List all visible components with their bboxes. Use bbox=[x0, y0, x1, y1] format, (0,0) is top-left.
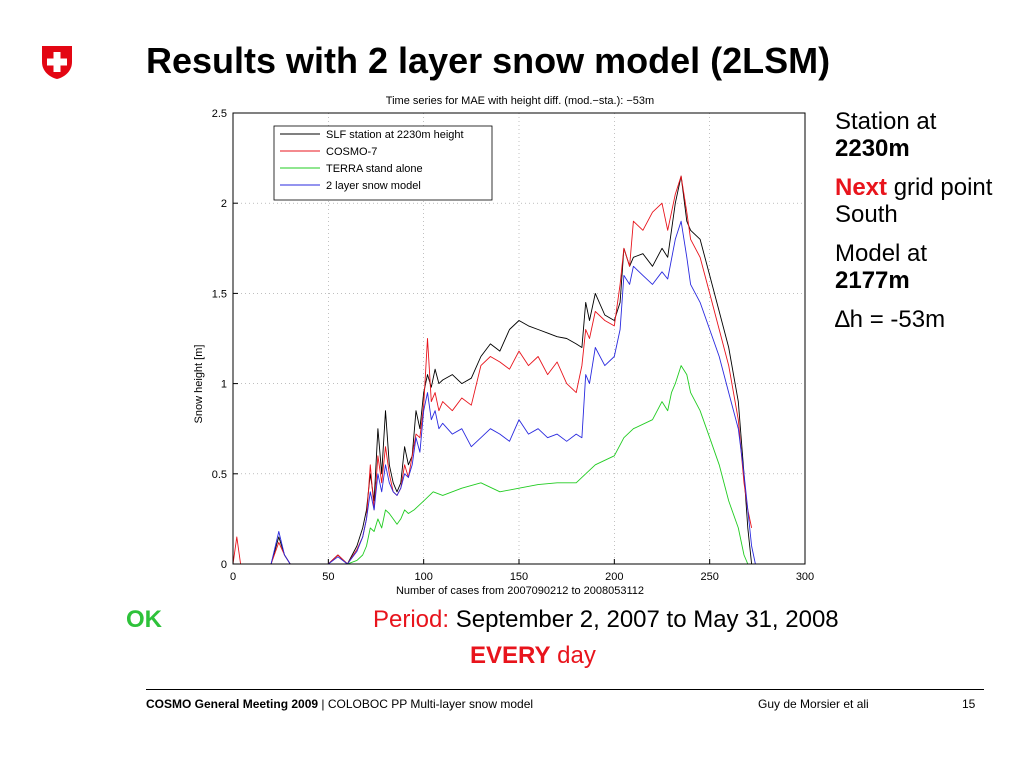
series-line-2-layer-snow-model bbox=[233, 220, 756, 565]
x-tick-label: 150 bbox=[510, 571, 528, 583]
series-line-slf-station-at-2230m-height bbox=[233, 175, 753, 565]
x-axis-label: Number of cases from 2007090212 to 20080… bbox=[396, 585, 644, 597]
every-day-line: EVERY day bbox=[470, 642, 596, 670]
period-label: Period: bbox=[373, 606, 450, 633]
y-tick-label: 1 bbox=[221, 379, 227, 391]
y-tick-label: 2 bbox=[221, 198, 227, 210]
day-word: day bbox=[557, 642, 596, 669]
footer-page-number: 15 bbox=[962, 697, 976, 711]
x-tick-label: 250 bbox=[700, 571, 718, 583]
y-tick-label: 0.5 bbox=[212, 469, 227, 481]
footer-author: Guy de Morsier et ali bbox=[758, 697, 869, 711]
x-tick-label: 200 bbox=[605, 571, 623, 583]
legend-entry: COSMO-7 bbox=[326, 146, 377, 158]
x-tick-label: 100 bbox=[414, 571, 432, 583]
series-line-cosmo-7 bbox=[232, 175, 753, 565]
chart-title: Time series for MAE with height diff. (m… bbox=[386, 95, 654, 107]
x-tick-label: 300 bbox=[796, 571, 814, 583]
tick-labels: 0 50 100 150 200 250 300 0 0.5 1 1.5 2 2.5 bbox=[212, 108, 814, 583]
model-note: Model at 2177m bbox=[835, 240, 1015, 294]
side-notes: Station at 2230m Next grid point South M… bbox=[835, 108, 1015, 345]
ok-label: OK bbox=[126, 606, 162, 633]
snow-height-chart: Time series for MAE with height diff. (m… bbox=[193, 95, 814, 597]
station-line1: Station at bbox=[835, 108, 937, 135]
slide-title: Results with 2 layer snow model (2LSM) bbox=[146, 40, 831, 81]
grid-point-note: Next grid point South bbox=[835, 174, 1015, 228]
legend-entry: TERRA stand alone bbox=[326, 163, 423, 175]
period-text: September 2, 2007 to May 31, 2008 bbox=[455, 606, 839, 633]
plot-frame bbox=[232, 112, 806, 565]
series-line-terra-stand-alone bbox=[233, 365, 749, 565]
y-tick-label: 2.5 bbox=[212, 108, 227, 120]
every-word: EVERY bbox=[470, 642, 551, 669]
x-tick-label: 0 bbox=[230, 571, 236, 583]
model-height: 2177m bbox=[835, 267, 910, 294]
footer-project: COLOBOC PP Multi-layer snow model bbox=[327, 697, 534, 711]
next-rest: grid point South bbox=[835, 174, 993, 228]
series-lines bbox=[232, 175, 756, 565]
delta-h-note: ∆h = -53m bbox=[835, 306, 946, 333]
footer-divider bbox=[146, 689, 984, 690]
legend-entry: 2 layer snow model bbox=[326, 180, 421, 192]
station-note: Station at 2230m bbox=[835, 108, 1015, 162]
footer-left: COSMO General Meeting 2009 | COLOBOC PP … bbox=[146, 697, 533, 711]
y-tick-label: 1.5 bbox=[212, 288, 227, 300]
period-line: Period: September 2, 2007 to May 31, 200… bbox=[373, 606, 839, 634]
footer-separator: | bbox=[318, 697, 328, 711]
y-tick-label: 0 bbox=[221, 559, 227, 571]
model-line1: Model at bbox=[835, 240, 928, 267]
footer-meeting: COSMO General Meeting 2009 bbox=[146, 697, 319, 711]
y-axis-label: Snow height [m] bbox=[193, 345, 205, 424]
legend: SLF station at 2230m height COSMO-7 TERRA … bbox=[273, 125, 493, 201]
x-tick-label: 50 bbox=[322, 571, 334, 583]
next-word: Next bbox=[835, 174, 888, 201]
legend-box bbox=[273, 125, 493, 201]
legend-entry: SLF station at 2230m height bbox=[326, 129, 464, 141]
swiss-shield-logo-icon bbox=[42, 46, 72, 79]
station-height: 2230m bbox=[835, 135, 910, 162]
